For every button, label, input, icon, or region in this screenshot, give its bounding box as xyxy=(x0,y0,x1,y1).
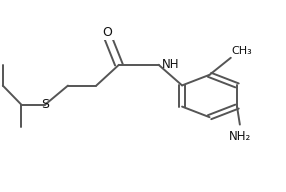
Text: CH₃: CH₃ xyxy=(231,46,252,56)
Text: NH₂: NH₂ xyxy=(229,130,251,143)
Text: S: S xyxy=(41,98,49,111)
Text: O: O xyxy=(103,26,112,39)
Text: NH: NH xyxy=(162,58,180,70)
